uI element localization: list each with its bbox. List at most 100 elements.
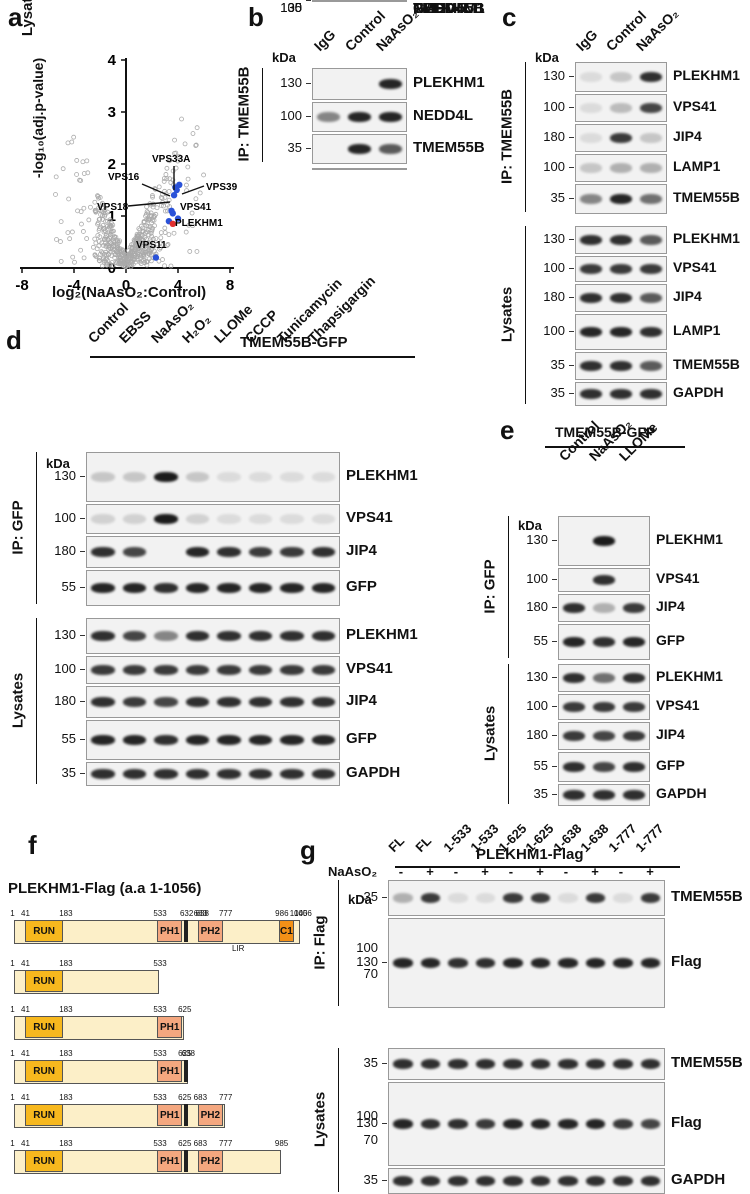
blot-band bbox=[154, 514, 178, 524]
volcano-point bbox=[141, 220, 147, 225]
volcano-point bbox=[186, 222, 192, 228]
mw-tick bbox=[80, 587, 85, 588]
volcano-highlight-point bbox=[168, 207, 175, 214]
blot-strip bbox=[575, 124, 667, 152]
volcano-highlight-point bbox=[176, 181, 183, 188]
residue-number: 1 bbox=[10, 1093, 15, 1102]
blot-band bbox=[91, 769, 115, 779]
volcano-point bbox=[153, 236, 159, 241]
volcano-point bbox=[66, 196, 72, 202]
volcano-highlight-point bbox=[173, 186, 180, 194]
volcano-point bbox=[141, 257, 147, 263]
blot-strip bbox=[86, 720, 340, 760]
blot-band bbox=[640, 958, 660, 968]
blot-band bbox=[393, 893, 413, 903]
mw-marker: 180 bbox=[526, 599, 548, 614]
protein-label: TMEM55B bbox=[673, 356, 740, 372]
blot-band bbox=[475, 1059, 495, 1069]
volcano-point bbox=[58, 219, 64, 225]
blot-band bbox=[393, 1176, 413, 1186]
residue-number: 41 bbox=[21, 1093, 30, 1102]
blot-band bbox=[585, 1119, 605, 1129]
residue-number: 632 638 bbox=[179, 909, 209, 918]
blot-band bbox=[311, 472, 335, 482]
header-underline bbox=[90, 356, 415, 358]
blot-band bbox=[91, 514, 115, 524]
blot-strip bbox=[575, 284, 667, 312]
residue-number: 1 bbox=[10, 1049, 15, 1058]
volcano-point bbox=[71, 134, 77, 140]
lir-motif bbox=[183, 1104, 188, 1126]
residue-number: 41 bbox=[21, 1005, 30, 1014]
blot-band bbox=[623, 637, 645, 647]
residue-number: 183 bbox=[59, 1005, 73, 1014]
blot-band bbox=[91, 547, 115, 557]
protein-label: NEDD4L bbox=[413, 0, 474, 17]
residue-number: 625 bbox=[178, 1093, 192, 1102]
blot-strip bbox=[558, 624, 650, 660]
volcano-point bbox=[140, 240, 146, 246]
volcano-annotation: VPS16 bbox=[108, 172, 140, 183]
blot-band bbox=[185, 631, 209, 641]
volcano-point bbox=[148, 210, 154, 216]
residue-number: 1 bbox=[10, 909, 15, 918]
domain-run: RUN bbox=[25, 1104, 64, 1126]
residue-number: 985 bbox=[274, 1139, 289, 1148]
blot-band bbox=[585, 1059, 605, 1069]
blot-band bbox=[420, 893, 440, 903]
volcano-point bbox=[105, 241, 110, 247]
volcano-point bbox=[75, 208, 80, 214]
blot-band bbox=[311, 631, 335, 641]
mw-tick bbox=[552, 766, 557, 767]
mw-marker: 35 bbox=[550, 385, 565, 400]
blot-strip bbox=[575, 382, 667, 406]
blot-band bbox=[580, 389, 602, 399]
residue-number: 183 bbox=[59, 959, 73, 968]
panel-header: TMEM55B-GFP bbox=[240, 334, 348, 351]
blot-band bbox=[563, 673, 585, 683]
volcano-point bbox=[158, 230, 164, 236]
blot-band bbox=[610, 133, 632, 143]
volcano-point bbox=[139, 223, 144, 229]
blot-band bbox=[154, 631, 178, 641]
blot-band bbox=[640, 389, 662, 399]
volcano-point bbox=[152, 223, 157, 229]
residue-number: 533 bbox=[153, 1005, 167, 1014]
volcano-point bbox=[201, 172, 207, 178]
protein-label: JIP4 bbox=[346, 692, 377, 709]
blot-band bbox=[280, 547, 304, 557]
blot-band bbox=[580, 327, 602, 337]
mw-marker: 100 bbox=[543, 99, 565, 114]
blot-band bbox=[610, 389, 632, 399]
protein-label: GAPDH bbox=[656, 785, 707, 801]
blot-band bbox=[393, 1119, 413, 1129]
volcano-point bbox=[193, 196, 199, 202]
blot-band bbox=[580, 264, 602, 274]
lir-motif bbox=[183, 1060, 188, 1082]
blot-band bbox=[640, 133, 662, 143]
volcano-point bbox=[60, 166, 66, 172]
blot-band bbox=[558, 1059, 578, 1069]
mw-marker: 100 bbox=[280, 108, 302, 123]
group-label: Lysates bbox=[311, 1091, 329, 1148]
residue-number: 625 bbox=[178, 1049, 192, 1058]
volcano-point bbox=[168, 263, 174, 269]
group-label: IP: GFP bbox=[481, 559, 499, 614]
blot-band bbox=[610, 293, 632, 303]
mw-marker: 100 bbox=[543, 159, 565, 174]
volcano-point bbox=[106, 224, 112, 230]
volcano-point bbox=[161, 178, 167, 184]
volcano-point bbox=[140, 237, 146, 243]
protein-label: JIP4 bbox=[673, 288, 702, 304]
volcano-point bbox=[135, 247, 141, 252]
mw-marker: 180 bbox=[526, 727, 548, 742]
group-bracket bbox=[338, 1048, 339, 1192]
volcano-point bbox=[164, 243, 170, 248]
volcano-point bbox=[146, 256, 152, 262]
blot-band bbox=[640, 361, 662, 371]
blot-band bbox=[248, 547, 272, 557]
mw-marker: 55 bbox=[61, 731, 76, 746]
blot-strip bbox=[388, 1048, 665, 1080]
kda-label: kDa bbox=[272, 50, 296, 65]
kda-label: kDa bbox=[535, 50, 559, 65]
